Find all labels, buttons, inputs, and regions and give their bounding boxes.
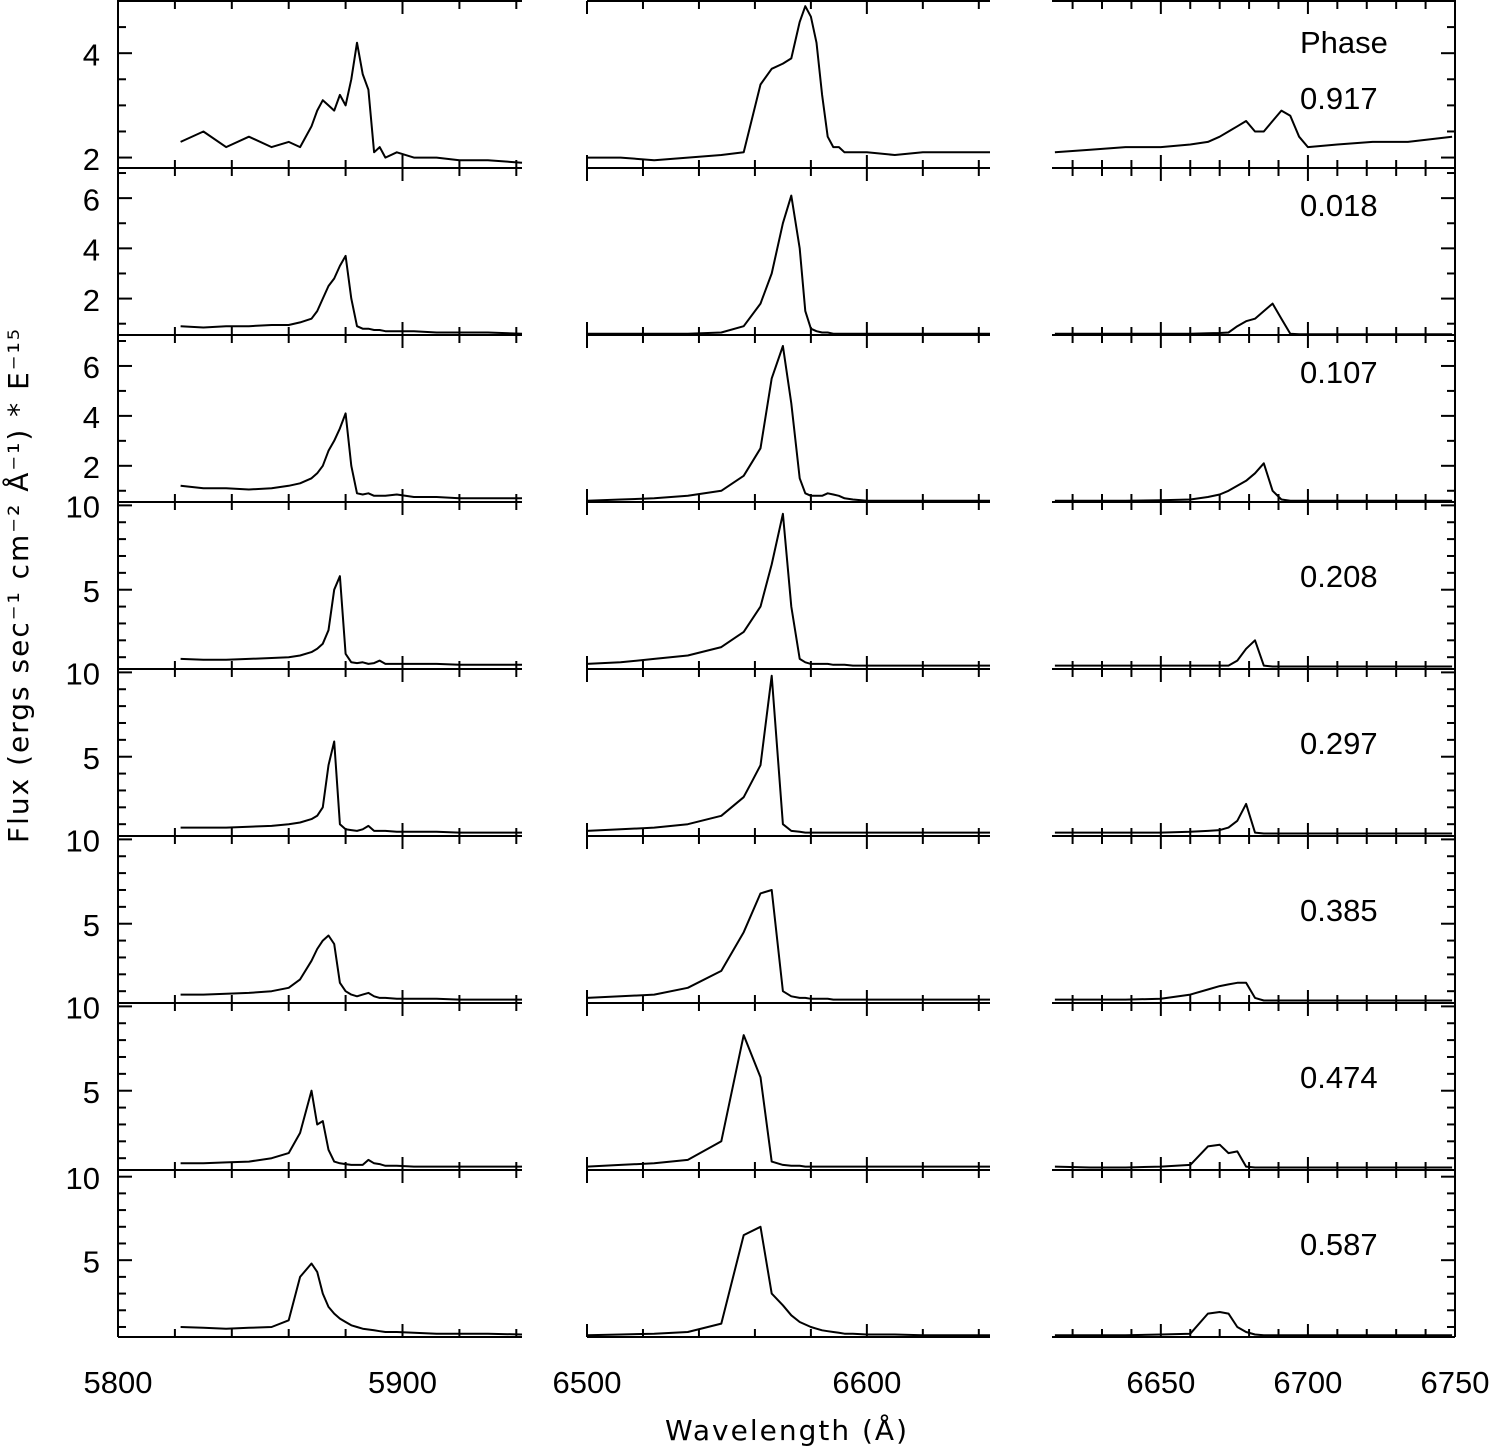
x-tick-label: 5900 bbox=[368, 1365, 437, 1400]
y-tick-label: 5 bbox=[83, 908, 100, 943]
phase-label: 0.107 bbox=[1300, 355, 1378, 390]
y-tick-label: 5 bbox=[83, 574, 100, 609]
y-tick-label: 10 bbox=[66, 490, 100, 525]
spectrum-line bbox=[180, 41, 523, 164]
spectrum-line bbox=[586, 674, 990, 834]
spectrum-line bbox=[180, 412, 522, 500]
phase-label: 0.587 bbox=[1300, 1227, 1378, 1262]
spectrum-line bbox=[1054, 981, 1453, 1002]
y-axis-label: Flux (ergs sec⁻¹ cm⁻² Å⁻¹) * E⁻¹⁵ bbox=[1, 327, 35, 843]
spectrum-line bbox=[586, 512, 990, 667]
x-tick-label: 6750 bbox=[1421, 1365, 1490, 1400]
x-tick-label: 6600 bbox=[832, 1365, 901, 1400]
y-tick-label: 2 bbox=[83, 283, 100, 318]
phase-label: 0.385 bbox=[1300, 893, 1378, 928]
phase-label: 0.917 bbox=[1300, 81, 1378, 116]
y-tick-label: 10 bbox=[66, 824, 100, 859]
y-tick-label: 2 bbox=[83, 450, 100, 485]
y-tick-label: 2 bbox=[83, 142, 100, 177]
x-tick-label: 6650 bbox=[1126, 1365, 1195, 1400]
spectrum-line bbox=[1054, 639, 1453, 668]
spectrum-line bbox=[586, 1225, 990, 1337]
spectrum-line bbox=[587, 194, 990, 335]
spectrum-line bbox=[586, 889, 990, 1001]
spectrum-line bbox=[180, 934, 522, 1001]
spectrum-line bbox=[1054, 802, 1453, 835]
y-tick-label: 10 bbox=[66, 657, 100, 692]
y-tick-label: 4 bbox=[83, 37, 100, 72]
spectrum-line bbox=[586, 1034, 990, 1168]
spectrum-line bbox=[1054, 462, 1453, 502]
y-tick-label: 10 bbox=[66, 1161, 100, 1196]
y-tick-label: 5 bbox=[83, 741, 100, 776]
phase-label: 0.474 bbox=[1300, 1060, 1378, 1095]
y-tick-label: 4 bbox=[83, 400, 100, 435]
spectrum-line bbox=[180, 1262, 523, 1336]
spectrum-line bbox=[1054, 1311, 1453, 1337]
y-tick-label: 6 bbox=[83, 182, 100, 217]
spectrum-line bbox=[1054, 302, 1453, 336]
spectrum-line bbox=[1054, 1143, 1453, 1169]
x-tick-label: 6500 bbox=[553, 1365, 622, 1400]
phase-label: 0.208 bbox=[1300, 559, 1378, 594]
phase-label: 0.018 bbox=[1300, 188, 1378, 223]
spectrum-line bbox=[180, 1089, 522, 1168]
spectrum-line bbox=[180, 575, 522, 666]
spectrum-line bbox=[180, 740, 522, 834]
y-tick-label: 5 bbox=[83, 1244, 100, 1279]
spectrum-line bbox=[587, 5, 990, 162]
y-tick-label: 4 bbox=[83, 233, 100, 268]
y-tick-label: 6 bbox=[83, 350, 100, 385]
y-tick-label: 5 bbox=[83, 1075, 100, 1110]
spectrum-line bbox=[1054, 109, 1453, 154]
x-tick-label: 6700 bbox=[1273, 1365, 1342, 1400]
spectrum-line bbox=[586, 345, 990, 502]
x-axis-label: Wavelength (Å) bbox=[665, 1413, 909, 1447]
spectrum-line bbox=[180, 254, 523, 335]
x-tick-label: 5800 bbox=[84, 1365, 153, 1400]
legend-title: Phase bbox=[1300, 25, 1388, 60]
phase-label: 0.297 bbox=[1300, 726, 1378, 761]
y-tick-label: 10 bbox=[66, 991, 100, 1026]
